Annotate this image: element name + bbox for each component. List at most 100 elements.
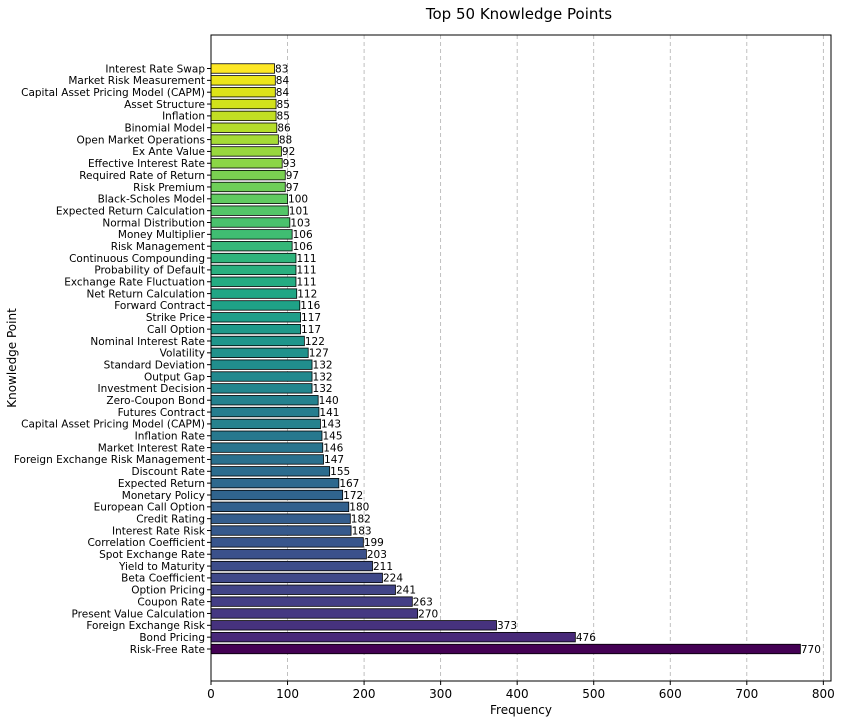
data-label: 97 <box>286 182 299 194</box>
bar <box>210 572 383 584</box>
category-label: Investment Decision <box>97 383 205 395</box>
category-label: Zero-Coupon Bond <box>106 395 205 407</box>
bar <box>210 193 288 204</box>
data-label: 224 <box>383 573 403 585</box>
data-label: 116 <box>300 300 320 312</box>
x-axis-ticks: 0 100 200 300 400 500 600 700 800 <box>207 681 835 701</box>
category-label: Nominal Interest Rate <box>90 336 205 348</box>
bar <box>210 169 286 181</box>
bar <box>210 513 351 524</box>
category-label: Risk Premium <box>133 182 205 194</box>
x-tick-label: 200 <box>353 687 376 701</box>
data-label: 155 <box>330 466 350 478</box>
bar <box>210 454 324 465</box>
data-label: 97 <box>286 170 299 182</box>
data-label: 140 <box>319 395 339 407</box>
data-label: 263 <box>413 596 433 608</box>
category-label: Asset Structure <box>124 99 205 111</box>
data-label: 180 <box>349 502 369 514</box>
data-label: 85 <box>277 99 290 111</box>
bar <box>210 632 576 643</box>
bar <box>210 537 364 548</box>
category-label: Inflation <box>162 111 205 123</box>
data-label: 92 <box>282 146 295 158</box>
data-label: 270 <box>418 608 438 620</box>
data-label: 476 <box>576 632 596 644</box>
category-label: Bond Pricing <box>139 632 205 644</box>
data-label: 112 <box>297 288 317 300</box>
bar <box>210 229 293 240</box>
bar <box>210 158 283 169</box>
data-label: 145 <box>322 431 342 443</box>
bar <box>210 596 413 607</box>
category-label: Expected Return <box>118 478 205 490</box>
bars <box>210 63 801 655</box>
data-label: 84 <box>276 87 290 99</box>
data-label: 88 <box>279 134 292 146</box>
data-label: 141 <box>319 407 339 419</box>
data-label: 127 <box>309 348 329 360</box>
category-label: Discount Rate <box>131 466 205 478</box>
bar <box>210 418 321 430</box>
category-label: Call Option <box>147 324 205 336</box>
category-label: Money Multiplier <box>118 229 206 241</box>
bar <box>210 395 319 406</box>
bar <box>210 276 297 287</box>
bar <box>210 241 293 252</box>
bar <box>210 359 313 370</box>
data-label: 106 <box>293 241 313 253</box>
x-tick-label: 700 <box>735 687 758 701</box>
category-label: Coupon Rate <box>137 596 205 608</box>
category-label: Expected Return Calculation <box>56 205 205 217</box>
bar <box>210 323 301 335</box>
data-labels: 8384848585868892939797100101103106106111… <box>275 63 821 656</box>
bar <box>210 643 801 655</box>
bar <box>210 288 298 299</box>
x-tick-label: 500 <box>582 687 605 701</box>
data-label: 117 <box>301 312 321 324</box>
data-label: 147 <box>324 454 344 466</box>
bar <box>210 371 313 382</box>
bar <box>210 335 305 347</box>
bar <box>210 478 340 489</box>
bar <box>210 205 289 216</box>
bar <box>210 584 396 595</box>
data-label: 117 <box>301 324 321 336</box>
category-label: Capital Asset Pricing Model (CAPM) <box>21 87 205 99</box>
x-tick-label: 0 <box>207 687 215 701</box>
category-label: Interest Rate Risk <box>112 525 206 537</box>
category-label: Correlation Coefficient <box>87 537 205 549</box>
bar <box>210 98 277 110</box>
bar <box>210 549 367 560</box>
bar <box>210 264 297 276</box>
data-label: 167 <box>339 478 359 490</box>
data-label: 83 <box>275 63 288 75</box>
data-label: 111 <box>296 277 316 289</box>
category-label: Volatility <box>160 348 205 360</box>
data-label: 146 <box>323 442 343 454</box>
bar <box>210 525 352 536</box>
bar <box>210 608 419 619</box>
bar <box>210 110 277 122</box>
data-label: 203 <box>367 549 387 561</box>
data-label: 172 <box>343 490 363 502</box>
x-tick-label: 300 <box>429 687 452 701</box>
data-label: 106 <box>293 229 313 241</box>
data-label: 770 <box>801 644 821 656</box>
category-label: Spot Exchange Rate <box>99 549 205 561</box>
category-label: Ex Ante Value <box>132 146 205 158</box>
data-label: 86 <box>277 123 291 135</box>
category-label: Open Market Operations <box>76 134 205 146</box>
bar <box>210 501 350 512</box>
category-label: Yield to Maturity <box>118 561 205 573</box>
bar <box>210 252 297 264</box>
chart-title: Top 50 Knowledge Points <box>425 5 612 23</box>
data-label: 182 <box>351 513 371 525</box>
data-label: 101 <box>289 205 309 217</box>
data-label: 111 <box>296 253 316 265</box>
category-label: Market Risk Measurement <box>68 75 205 87</box>
category-label: Probability of Default <box>94 265 205 277</box>
data-label: 132 <box>313 383 333 395</box>
bar <box>210 489 344 501</box>
category-label: Market Interest Rate <box>98 442 205 454</box>
